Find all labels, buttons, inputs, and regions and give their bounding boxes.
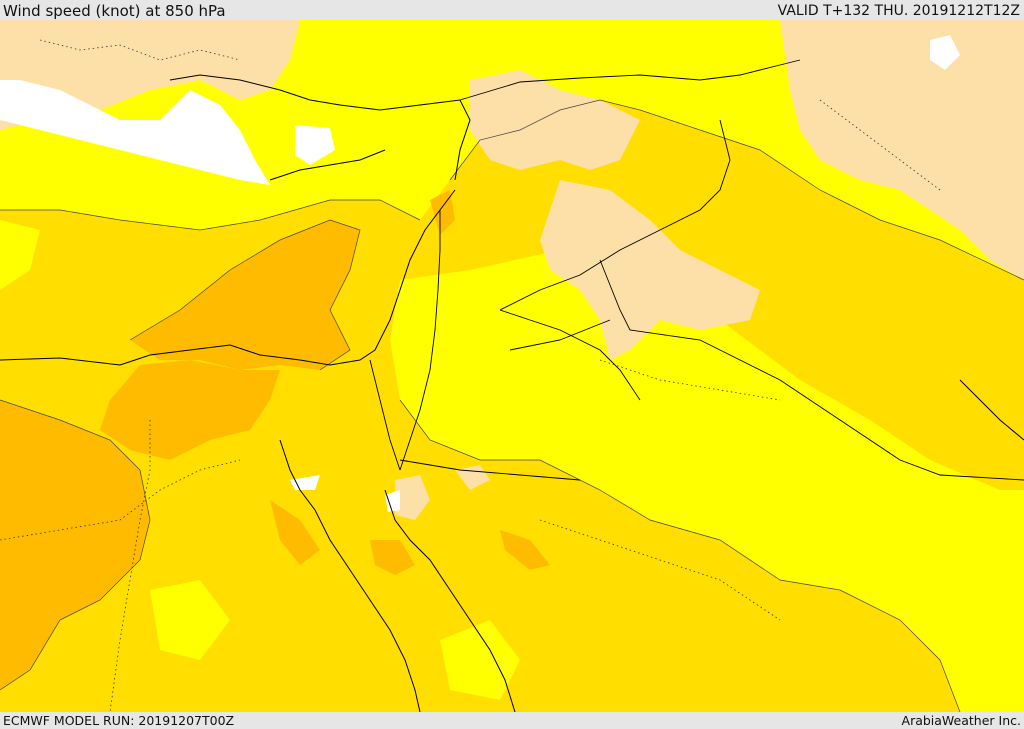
border-egypt-sudan <box>399 459 581 481</box>
footer-bar <box>0 712 1024 729</box>
border-libya-egypt <box>369 359 401 471</box>
border-turkey-syria <box>459 59 801 101</box>
country-borders <box>369 59 1024 481</box>
contour-line <box>449 99 1024 281</box>
border-jordan-saudi-south <box>509 319 611 351</box>
border-syria-iraq <box>499 119 731 311</box>
zone-calm-aqaba <box>395 475 430 520</box>
coastline-anatolia <box>169 74 471 181</box>
coastlines <box>0 74 1024 712</box>
zone-calm-arabia <box>455 465 490 490</box>
border-saudi-iraq <box>599 259 1024 481</box>
zone-orange-egypt <box>100 360 280 460</box>
zone-orange-levant <box>430 190 455 235</box>
zone-calm-syria <box>540 180 760 360</box>
contour-line <box>399 399 961 712</box>
coastline-med-south <box>0 189 456 366</box>
contour-line <box>0 399 151 691</box>
admin-boundary <box>0 459 241 541</box>
coastline-cyprus <box>269 149 386 181</box>
admin-boundaries <box>0 39 941 712</box>
zone-light-yellow-south <box>440 620 520 700</box>
zone-orange-libya <box>0 400 150 690</box>
zone-white-suez <box>290 475 320 490</box>
zone-light-yellow-southwest <box>150 580 230 660</box>
valid-time: VALID T+132 THU. 20191212T12Z <box>777 3 1020 19</box>
zone-white-lake <box>930 35 960 70</box>
model-run-label: ECMWF MODEL RUN: 20191207T00Z <box>3 713 235 728</box>
zone-light-yellow-central <box>390 250 1024 712</box>
border-jordan-saudi <box>499 309 641 401</box>
map-title: Wind speed (knot) at 850 hPa <box>3 2 226 20</box>
zone-calm-northeast <box>780 20 1024 280</box>
zone-white-cyprus <box>295 125 335 165</box>
header-bar <box>0 0 1024 20</box>
zone-orange-mediterranean <box>130 220 360 370</box>
zone-orange-sudan <box>270 500 320 565</box>
coastline-red-sea-west <box>279 439 421 712</box>
contour-line <box>0 199 421 231</box>
coastline-gulf <box>959 379 1024 441</box>
zone-light-yellow-west <box>0 220 40 290</box>
zone-white-aegean <box>0 80 270 185</box>
admin-boundary <box>539 519 781 621</box>
admin-boundary <box>109 420 151 712</box>
zone-orange-redsea <box>500 530 550 570</box>
contour-line <box>129 219 361 371</box>
admin-boundary <box>599 359 781 401</box>
zone-orange-sinai <box>370 540 415 575</box>
credit-label: ArabiaWeather Inc. <box>901 713 1021 728</box>
wind-speed-map <box>0 20 1024 712</box>
admin-boundary <box>39 39 241 61</box>
coastline-red-sea-east <box>384 489 516 712</box>
border-israel-jordan <box>399 210 441 471</box>
wind-contours <box>0 99 1024 712</box>
zone-white-aqaba <box>385 490 400 512</box>
zone-calm-north <box>470 70 640 170</box>
